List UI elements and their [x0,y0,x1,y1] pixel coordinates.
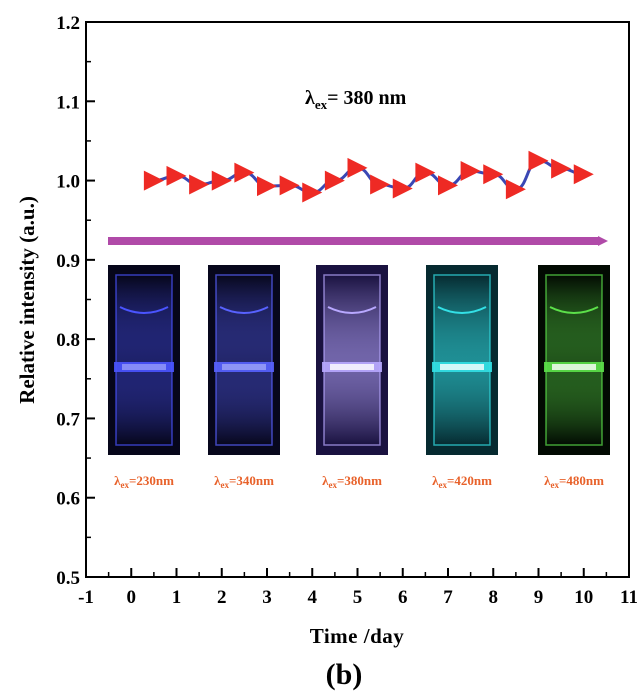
cuvette-photo: λex=380nm [316,265,388,490]
liquid-meniscus [327,306,377,314]
data-point-marker [551,158,572,179]
data-point-marker [189,174,210,195]
photo-strip: λex=230nm λex=340nm λex=380nm λex=420nm λex=… [108,265,610,490]
liquid-meniscus [437,306,487,314]
data-point-marker [528,150,549,171]
liquid-meniscus [219,306,269,314]
x-tick-label: 7 [443,587,453,608]
beam-core [552,364,596,370]
data-point-marker [302,182,323,203]
y-axis-label: Relative intensity (a.u.) [15,196,39,404]
data-point-marker [324,170,345,191]
data-point-marker [392,178,413,199]
data-point-marker [438,175,458,196]
photo-caption: λex=380nm [322,473,382,490]
y-tick-label: 1.2 [56,13,80,34]
caption-sub: ex [550,480,559,490]
caption-sub: ex [328,480,337,490]
annotation-sub: ex [315,97,328,112]
liquid-meniscus [119,306,169,314]
caption-sub: ex [220,480,229,490]
caption-lambda: λ [544,473,551,488]
data-point-marker [279,175,300,196]
data-point-marker [415,162,436,183]
caption-sub: ex [120,480,129,490]
annotation-lambda: λ [305,87,315,109]
beam-core [122,364,166,370]
caption-value: =230nm [129,473,174,488]
y-tick-label: 0.7 [56,409,80,430]
beam-core [440,364,484,370]
y-tick-label: 1.1 [56,92,80,113]
caption-sub: ex [438,480,447,490]
photo-caption: λex=420nm [432,473,492,490]
y-tick-label: 0.6 [56,489,80,510]
x-tick-label: 3 [262,587,272,608]
y-tick-label: 1.0 [56,172,80,193]
data-point-marker [143,170,164,191]
caption-value: =340nm [229,473,274,488]
beam-core [330,364,374,370]
x-tick-label: 0 [127,587,137,608]
excitation-beam [114,362,174,372]
cuvette-body [545,274,603,446]
caption-lambda: λ [432,473,439,488]
photo-caption: λex=230nm [114,473,174,490]
excitation-beam [214,362,274,372]
cuvette-photo: λex=230nm [108,265,180,490]
data-point-marker [211,170,232,191]
y-tick-label: 0.9 [56,251,80,272]
panel-label: (b) [326,658,363,691]
cuvette-body [215,274,273,446]
excitation-annotation: λex= 380 nm [305,87,407,112]
caption-lambda: λ [114,473,121,488]
data-point-marker [573,164,594,185]
cuvette-body [115,274,173,446]
x-tick-label: 4 [308,587,318,608]
photo-caption: λex=340nm [214,473,274,490]
caption-value: =480nm [559,473,604,488]
cuvette-body [323,274,381,446]
x-tick-label: 11 [620,587,637,608]
annotation-rest: = 380 nm [327,87,407,109]
x-tick-label: 2 [217,587,227,608]
liquid-meniscus [549,306,599,314]
x-tick-label: 8 [489,587,499,608]
caption-lambda: λ [214,473,221,488]
x-tick-label: 1 [172,587,182,608]
beam-core [222,364,266,370]
cuvette-photo: λex=480nm [538,265,610,490]
data-point-marker [166,165,187,186]
data-point-marker [483,164,504,185]
x-tick-label: 9 [534,587,544,608]
photo-caption: λex=480nm [544,473,604,490]
data-point-marker [460,161,481,182]
caption-value: =380nm [337,473,382,488]
x-tick-label: -1 [78,587,94,608]
data-point-marker [370,174,391,195]
data-point-marker [234,162,255,183]
x-tick-label: 10 [574,587,593,608]
x-axis-label: Time /day [310,624,405,648]
x-tick-label: 5 [353,587,363,608]
x-tick-label: 6 [398,587,408,608]
data-point-marker [505,179,526,200]
cuvette-body [433,274,491,446]
y-tick-label: 0.8 [56,330,80,351]
caption-lambda: λ [322,473,329,488]
data-point-marker [257,176,277,197]
caption-value: =420nm [447,473,492,488]
cuvette-photo: λex=420nm [426,265,498,490]
cuvette-photo: λex=340nm [208,265,280,490]
axis-ticks: -1 0 1 2 3 4 5 6 7 8 9 10 11 0.5 0.6 0.7 0.8 0.9 1.0 1.1 1.2 [56,13,637,608]
data-point-marker [347,157,368,178]
y-tick-label: 0.5 [56,568,80,589]
data-series [143,150,594,203]
